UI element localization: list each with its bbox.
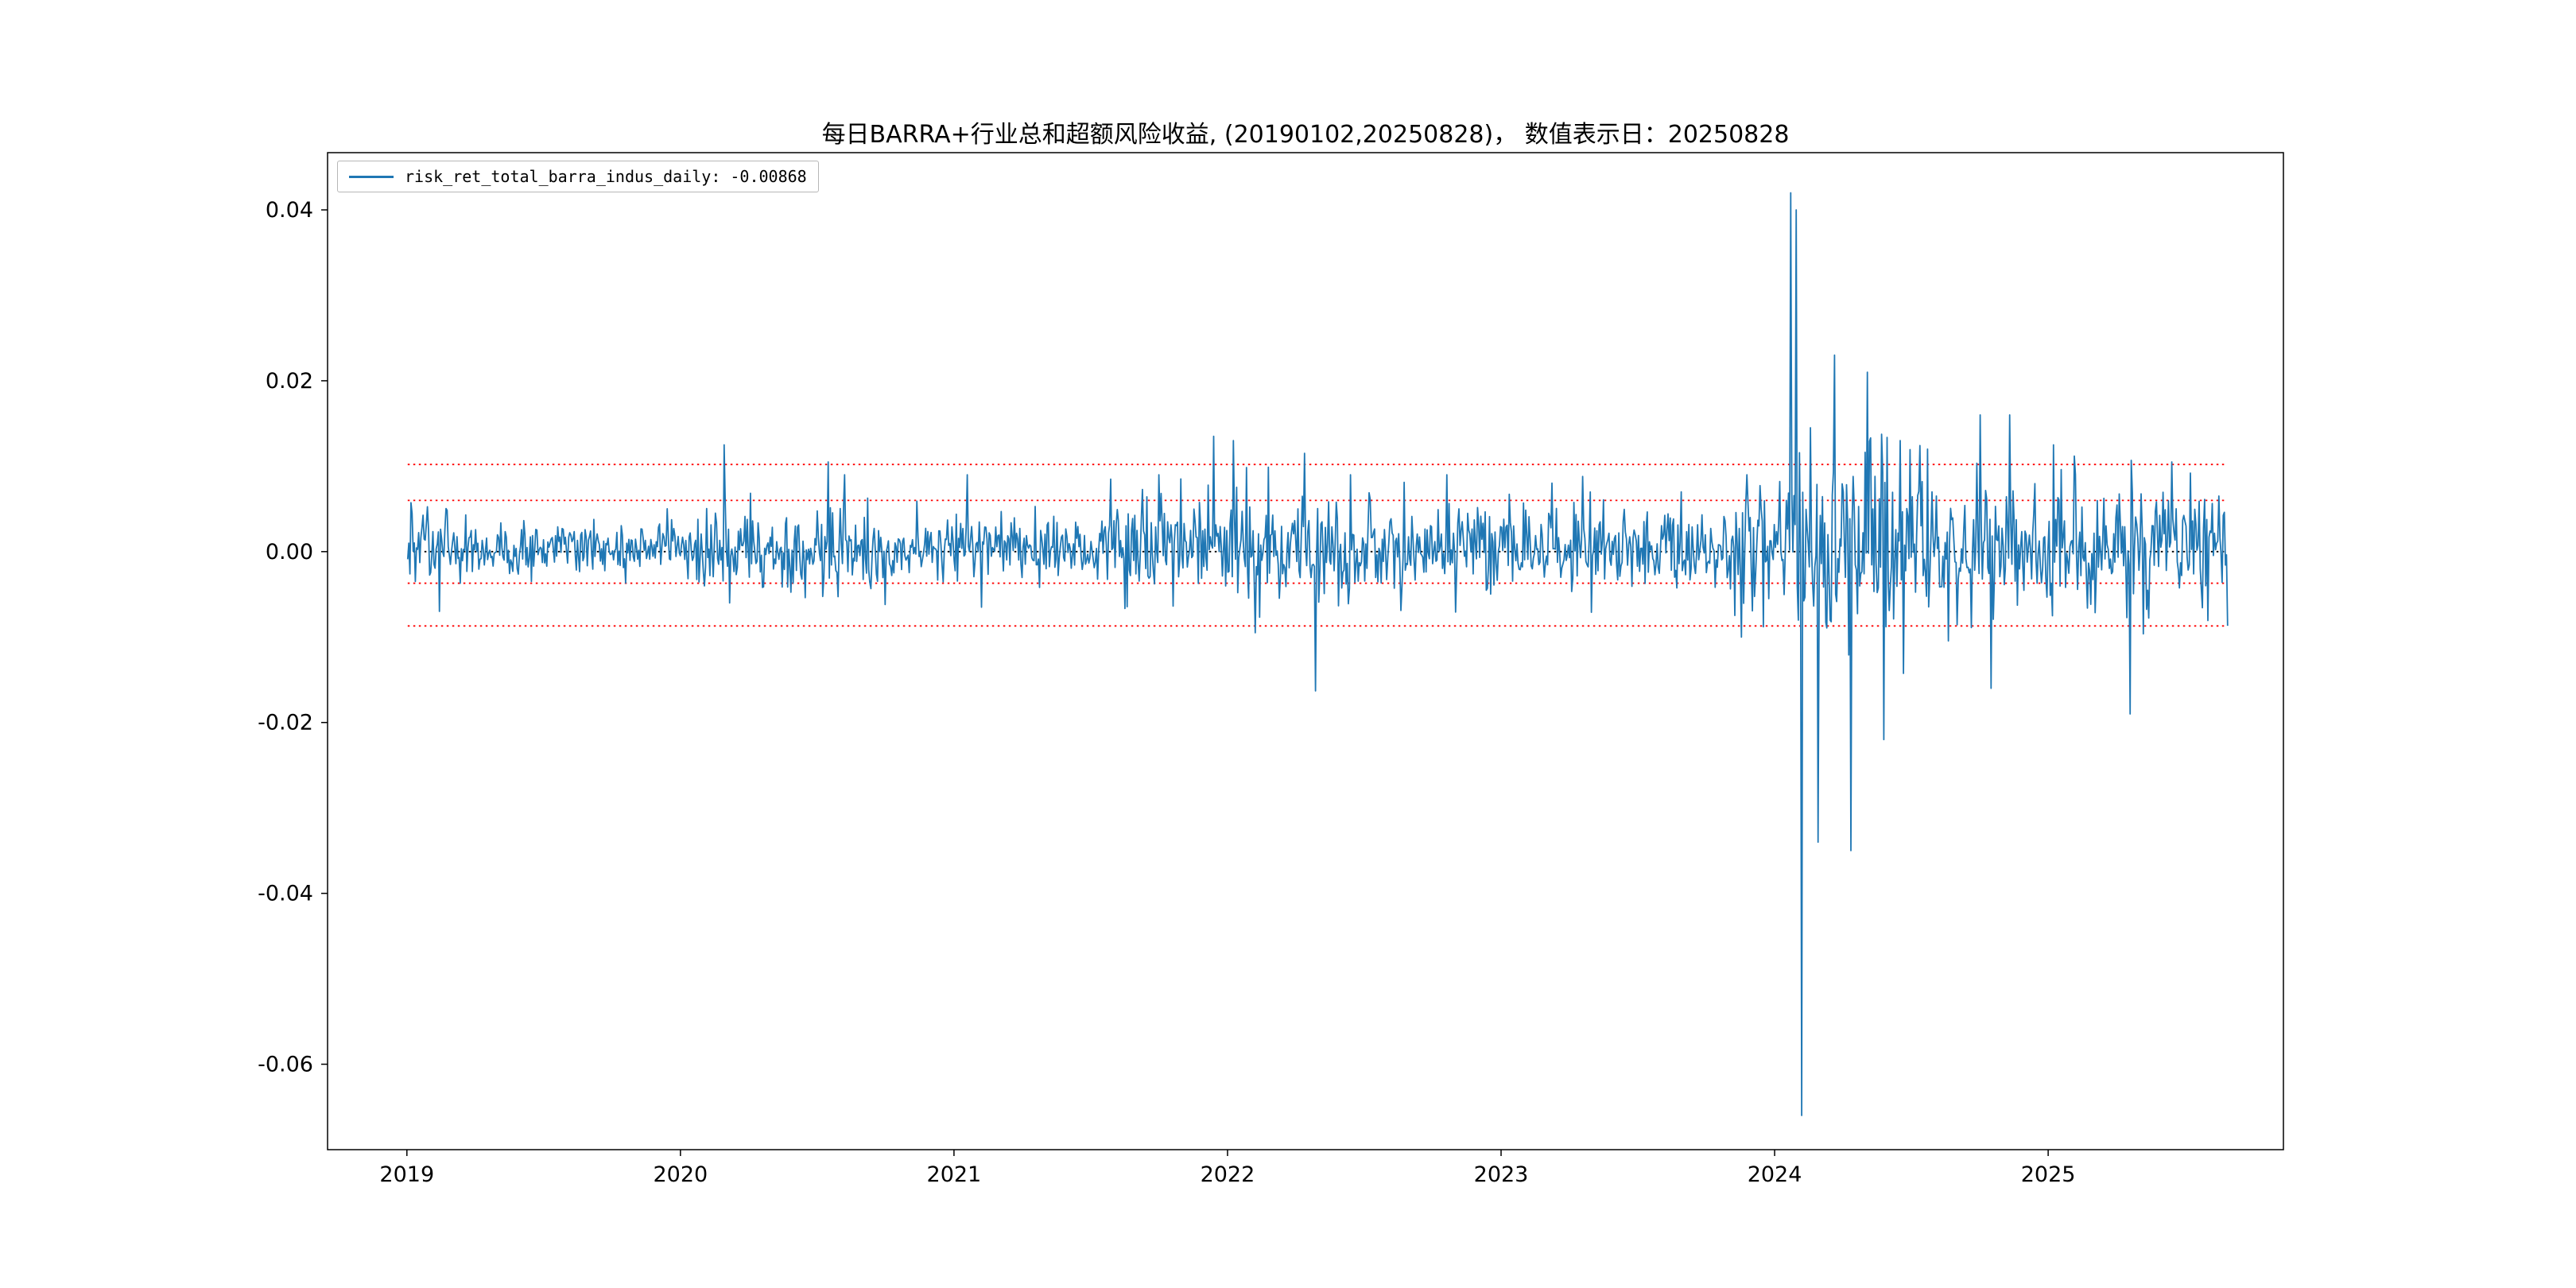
axes-frame bbox=[327, 152, 2284, 1150]
y-tick-label: 0.02 bbox=[266, 369, 313, 394]
y-tick-label: 0.04 bbox=[266, 198, 313, 223]
legend: risk_ret_total_barra_indus_daily: -0.008… bbox=[337, 161, 819, 192]
x-tick-label: 2019 bbox=[379, 1162, 434, 1187]
legend-label: risk_ret_total_barra_indus_daily: -0.008… bbox=[405, 167, 807, 186]
y-tick-label: 0.00 bbox=[266, 540, 313, 564]
x-tick-label: 2025 bbox=[2021, 1162, 2076, 1187]
y-tick-label: -0.04 bbox=[258, 882, 313, 906]
y-tick-label: -0.02 bbox=[258, 711, 313, 735]
x-tick-label: 2020 bbox=[653, 1162, 708, 1187]
legend-line-sample-icon bbox=[349, 175, 394, 178]
x-tick-label: 2024 bbox=[1748, 1162, 1802, 1187]
x-tick-label: 2021 bbox=[927, 1162, 982, 1187]
x-tick-label: 2023 bbox=[1474, 1162, 1529, 1187]
y-tick-label: -0.06 bbox=[258, 1053, 313, 1077]
x-tick-label: 2022 bbox=[1201, 1162, 1255, 1187]
chart-title: 每日BARRA+行业总和超额风险收益, (20190102,20250828)，… bbox=[821, 121, 1790, 149]
series-line bbox=[406, 192, 2229, 1116]
